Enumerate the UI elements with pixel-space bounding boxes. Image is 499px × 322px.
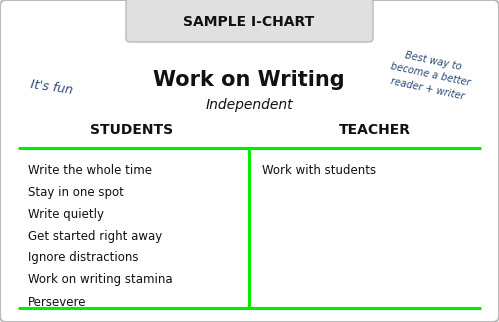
Text: Ignore distractions: Ignore distractions xyxy=(28,251,139,264)
Text: Independent: Independent xyxy=(205,98,293,112)
Text: Write the whole time: Write the whole time xyxy=(28,164,152,176)
FancyBboxPatch shape xyxy=(126,0,373,42)
Text: Write quietly: Write quietly xyxy=(28,207,104,221)
Text: Work on Writing: Work on Writing xyxy=(153,70,345,90)
Text: Get started right away: Get started right away xyxy=(28,230,162,242)
Text: Persevere: Persevere xyxy=(28,296,86,308)
Text: TEACHER: TEACHER xyxy=(339,123,411,137)
Text: Work with students: Work with students xyxy=(262,164,376,176)
Text: STUDENTS: STUDENTS xyxy=(90,123,174,137)
Text: Work on writing stamina: Work on writing stamina xyxy=(28,273,173,287)
Text: SAMPLE I-CHART: SAMPLE I-CHART xyxy=(183,15,315,29)
Text: Stay in one spot: Stay in one spot xyxy=(28,185,124,198)
Text: Best way to
become a better
reader + writer: Best way to become a better reader + wri… xyxy=(386,48,474,102)
Text: It's fun: It's fun xyxy=(30,79,74,97)
